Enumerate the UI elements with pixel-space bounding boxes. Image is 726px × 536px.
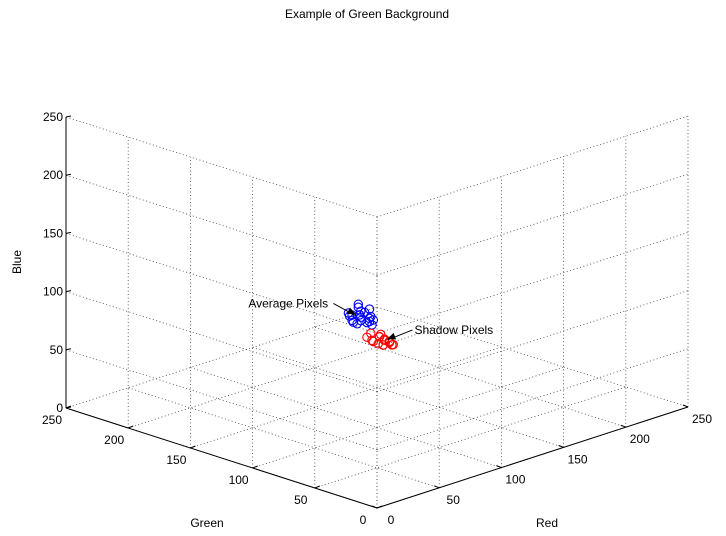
z-tick [66,349,71,350]
wall-grid-line [377,174,688,275]
annotation-arrowhead [387,333,396,340]
y-tick-label: 100 [229,473,249,487]
y-tick-label: 200 [104,433,124,447]
x-axis-title: Red [536,516,558,530]
z-tick-label: 150 [43,226,63,240]
z-tick-label: 200 [43,168,63,182]
y-axis-line [66,408,377,508]
floor-grid-line [128,388,439,488]
y-tick-label: 150 [166,453,186,467]
floor-grid-line [128,327,439,428]
floor-grid-line [190,347,501,448]
wall-grid-line [377,232,688,333]
x-tick-label: 200 [630,432,650,446]
y-tick-label: 0 [360,513,367,527]
z-tick-label: 250 [43,110,63,124]
x-tick-label: 50 [447,493,461,507]
z-tick [66,232,71,233]
floor-grid-line [315,387,626,488]
z-tick-label: 100 [43,285,63,299]
z-tick [66,174,71,175]
floor-grid-line [190,368,501,468]
wall-grid-line [66,117,377,217]
x-tick-label: 250 [692,412,712,426]
annotation-label: Average Pixels [248,296,328,310]
wall-grid-line [377,116,688,217]
wall-grid-line [66,175,377,275]
z-tick-label: 0 [56,401,63,415]
z-tick [66,407,71,408]
x-tick-label: 100 [505,473,525,487]
z-tick-label: 50 [50,343,64,357]
chart-title: Example of Green Background [285,7,449,21]
floor-grid-line [315,327,626,427]
x-tick-label: 150 [568,452,588,466]
annotations: Average Pixels Shadow Pixels [248,296,493,339]
z-axis-title: Blue [10,250,24,274]
z-tick [66,116,71,117]
data-points [344,300,397,349]
y-tick-label: 250 [42,413,62,427]
wall-grid-line [66,233,377,333]
y-axis-title: Green [190,516,223,530]
x-axis-line [377,407,688,508]
floor-grid-line [253,367,564,468]
x-tick-label: 0 [388,513,395,527]
floor-grid-line [66,307,377,408]
y-tick-label: 50 [294,493,308,507]
grid-lines [66,116,688,508]
annotation-label: Shadow Pixels [414,323,493,337]
z-tick [66,291,71,292]
wall-grid-line [377,291,688,392]
floor-grid-line [253,347,564,447]
wall-grid-line [66,292,377,392]
